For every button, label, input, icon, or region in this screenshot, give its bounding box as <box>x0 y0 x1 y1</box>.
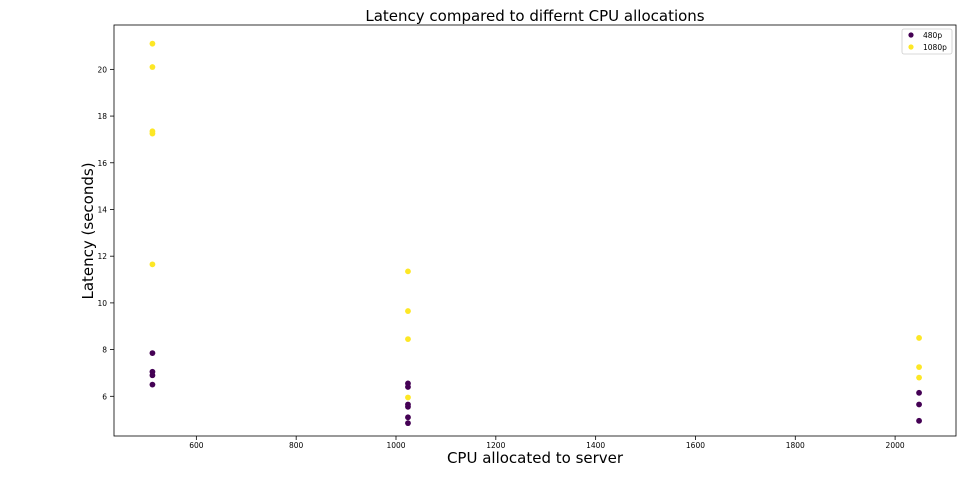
point-1080p <box>916 364 922 371</box>
x-axis-label: CPU allocated to server <box>447 449 624 467</box>
point-480p <box>405 420 411 427</box>
point-480p <box>916 401 922 408</box>
point-1080p <box>405 308 411 314</box>
plot-area <box>113 24 957 437</box>
x-tick-label: 600 <box>189 441 204 450</box>
x-tick-label: 1800 <box>786 441 805 450</box>
y-tick-label: 16 <box>97 159 107 168</box>
chart-title: Latency compared to differnt CPU allocat… <box>365 7 704 25</box>
legend-label: 1080p <box>923 43 947 52</box>
point-480p <box>916 389 922 396</box>
x-tick-label: 1600 <box>686 441 705 450</box>
point-1080p <box>149 64 156 70</box>
point-480p <box>405 414 411 421</box>
x-tick-label: 1000 <box>386 441 405 450</box>
point-1080p <box>405 268 411 275</box>
x-axis: 600 800 1000 1200 1400 1600 1800 2000 <box>189 436 905 450</box>
point-1080p <box>405 336 411 342</box>
y-tick-label: 20 <box>97 65 107 74</box>
y-axis-label: Latency (seconds) <box>79 162 97 299</box>
point-480p <box>149 381 156 388</box>
y-tick-label: 10 <box>97 299 107 308</box>
legend-marker-480p <box>908 32 914 38</box>
y-tick-label: 8 <box>102 346 107 355</box>
y-tick-label: 6 <box>102 392 107 401</box>
x-tick-label: 1400 <box>586 441 605 450</box>
x-tick-label: 800 <box>289 441 304 450</box>
point-1080p <box>149 40 156 47</box>
legend: 480p 1080p <box>901 28 953 55</box>
y-tick-label: 14 <box>97 205 107 214</box>
point-480p <box>149 350 156 356</box>
point-1080p <box>916 374 922 381</box>
point-480p <box>405 384 411 390</box>
x-tick-label: 2000 <box>886 441 905 450</box>
legend-marker-1080p <box>908 44 914 50</box>
y-tick-label: 18 <box>97 112 107 121</box>
point-480p <box>405 403 411 410</box>
point-1080p <box>149 130 156 137</box>
x-tick-label: 1200 <box>486 441 505 450</box>
legend-box <box>901 28 953 55</box>
point-480p <box>916 417 922 424</box>
y-tick-label: 12 <box>97 252 107 261</box>
point-1080p <box>405 394 411 401</box>
legend-label: 480p <box>923 31 942 40</box>
point-1080p <box>916 335 922 341</box>
data-points <box>149 40 922 427</box>
point-480p <box>149 372 156 379</box>
y-axis: 6 8 10 12 14 16 18 20 <box>97 65 114 401</box>
point-1080p <box>149 261 156 268</box>
